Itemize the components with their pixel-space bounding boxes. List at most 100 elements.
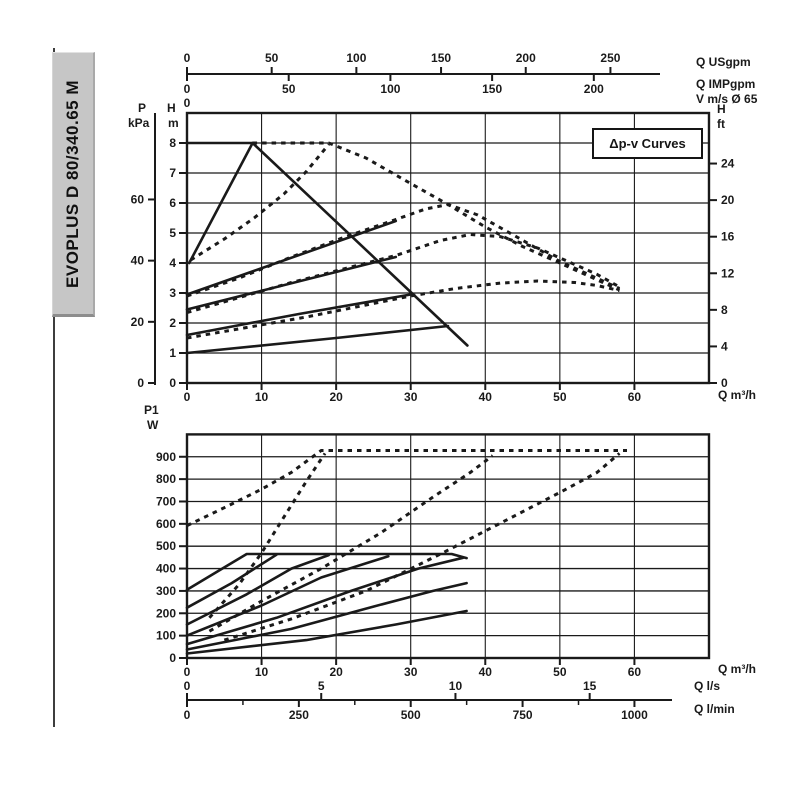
ls-lmin-ruler: 0 5 10 15 0 250 500 750 1000	[184, 679, 672, 722]
kpa-tick-label: 0	[137, 376, 144, 390]
flow-unit-label-top: Q m³/h	[718, 388, 756, 402]
impgpm-tick-label: 50	[282, 82, 296, 96]
curve-max-speed-parallel	[252, 141, 621, 292]
head-ft-tick-label: 4	[721, 339, 728, 353]
flow-tick-label: 20	[329, 390, 343, 404]
impgpm-tick-label: 150	[482, 82, 502, 96]
usgpm-tick-label: 0	[184, 51, 191, 65]
curve-parallel-hump-4	[186, 279, 620, 340]
ls-tick-label: 15	[583, 679, 597, 693]
power-vs-flow-curves	[185, 449, 627, 655]
head-ft-tick-label: 8	[721, 303, 728, 317]
head-m-tick-label: 8	[169, 136, 176, 150]
head-m-tick-label: 4	[169, 256, 176, 270]
flow-tick-label: 10	[255, 390, 269, 404]
flow-tick-label: 60	[628, 390, 642, 404]
flow-tick-label: 50	[553, 665, 567, 679]
v-scale-zero-label: 0	[184, 96, 191, 110]
curve-setpoint-riser-2	[185, 219, 398, 296]
power-w-tick-label: 400	[156, 562, 176, 576]
lmin-tick-label: 1000	[621, 708, 648, 722]
usgpm-tick-label: 200	[516, 51, 536, 65]
power-w-tick-label: 0	[169, 651, 176, 665]
flow-axis-top-chart: 0 10 20 30 40 50 60	[184, 383, 642, 404]
power-axis-unit-w: W	[147, 418, 159, 432]
lmin-tick-label: 750	[513, 708, 533, 722]
usgpm-tick-label: 150	[431, 51, 451, 65]
model-name-bar: EVOPLUS D 80/340.65 M	[52, 52, 95, 317]
impgpm-tick-label: 0	[184, 82, 191, 96]
kpa-axis: 0 20 40 60	[131, 113, 156, 390]
head-ft-tick-label: 0	[721, 376, 728, 390]
flow-unit-label-bottom: Q m³/h	[718, 662, 756, 676]
kpa-tick-label: 20	[131, 315, 145, 329]
curve-power-dashed-4	[223, 452, 621, 642]
curve-setpoint-riser-1	[187, 141, 254, 265]
lmin-tick-label: 0	[184, 708, 191, 722]
impgpm-tick-label: 200	[584, 82, 604, 96]
usgpm-tick-label: 250	[600, 51, 620, 65]
head-m-axis: 0 1 2 3 4 5 6 7 8	[169, 136, 187, 390]
flow-tick-label: 30	[404, 665, 418, 679]
head-m-tick-label: 2	[169, 316, 176, 330]
usgpm-tick-label: 100	[346, 51, 366, 65]
power-chart	[185, 433, 711, 660]
power-chart-grid	[187, 434, 709, 658]
flow-axis-bottom-chart: 0 10 20 30 40 50 60	[184, 658, 642, 679]
kpa-tick-label: 60	[131, 192, 145, 206]
power-w-tick-label: 500	[156, 539, 176, 553]
curve-power-solid-4	[185, 554, 390, 637]
impgpm-unit-label: Q IMPgpm	[696, 77, 756, 91]
pressure-axis-unit: kPa	[128, 116, 150, 130]
head-chart-frame	[185, 111, 711, 385]
flow-tick-label: 60	[628, 665, 642, 679]
head-m-tick-label: 0	[169, 376, 176, 390]
flow-tick-label: 20	[329, 665, 343, 679]
curve-power-solid-7	[185, 609, 468, 655]
power-w-tick-label: 200	[156, 606, 176, 620]
head-m-tick-label: 1	[169, 346, 176, 360]
head-m-tick-label: 3	[169, 286, 176, 300]
flow-tick-label: 0	[184, 390, 191, 404]
head-m-tick-label: 5	[169, 226, 176, 240]
curve-setpoint-riser-5	[185, 324, 450, 355]
curve-power-solid-2	[185, 553, 278, 610]
ls-tick-label: 5	[318, 679, 325, 693]
power-axis-letter: P1	[144, 403, 159, 417]
ls-tick-label: 0	[184, 679, 191, 693]
power-w-tick-label: 300	[156, 584, 176, 598]
head-ft-axis: 0 4 8 12 16 20 24	[708, 157, 735, 390]
curve-power-dashed-2	[208, 452, 327, 619]
kpa-tick-label: 40	[131, 254, 145, 268]
head-right-axis-unit-ft: ft	[717, 117, 725, 131]
dp-v-curves-annotation: Δp-v Curves	[592, 128, 703, 159]
head-vs-flow-curves	[185, 141, 621, 355]
head-m-tick-label: 6	[169, 196, 176, 210]
dp-v-curves-annotation-text: Δp-v Curves	[609, 136, 686, 151]
flow-tick-label: 40	[479, 665, 493, 679]
curve-power-solid-5	[185, 556, 465, 646]
flow-tick-label: 40	[479, 390, 493, 404]
head-chart	[185, 111, 711, 385]
head-ft-tick-label: 20	[721, 193, 735, 207]
curve-setpoint-riser-4	[185, 293, 413, 337]
flow-tick-label: 50	[553, 390, 567, 404]
power-w-axis: 0 100 200 300 400 500 600 700 800 900	[156, 450, 187, 665]
power-w-tick-label: 800	[156, 472, 176, 486]
lmin-unit-label: Q l/min	[694, 702, 735, 716]
page-margin-rule	[53, 48, 55, 727]
ls-tick-label: 10	[449, 679, 463, 693]
power-w-tick-label: 600	[156, 517, 176, 531]
curve-power-solid-6	[185, 581, 468, 651]
ls-unit-label: Q l/s	[694, 679, 721, 693]
head-ft-tick-label: 12	[721, 266, 735, 280]
head-ft-tick-label: 16	[721, 230, 735, 244]
gpm-ruler: 0 50 100 150 200 250 0 50 100 150 200 0	[184, 51, 660, 110]
power-w-tick-label: 900	[156, 450, 176, 464]
pressure-axis-letter: P	[138, 101, 147, 115]
head-axis-unit-m: m	[168, 116, 179, 130]
head-axis-letter: H	[167, 101, 176, 115]
curve-power-dashed-3	[208, 454, 494, 633]
usgpm-tick-label: 50	[265, 51, 279, 65]
